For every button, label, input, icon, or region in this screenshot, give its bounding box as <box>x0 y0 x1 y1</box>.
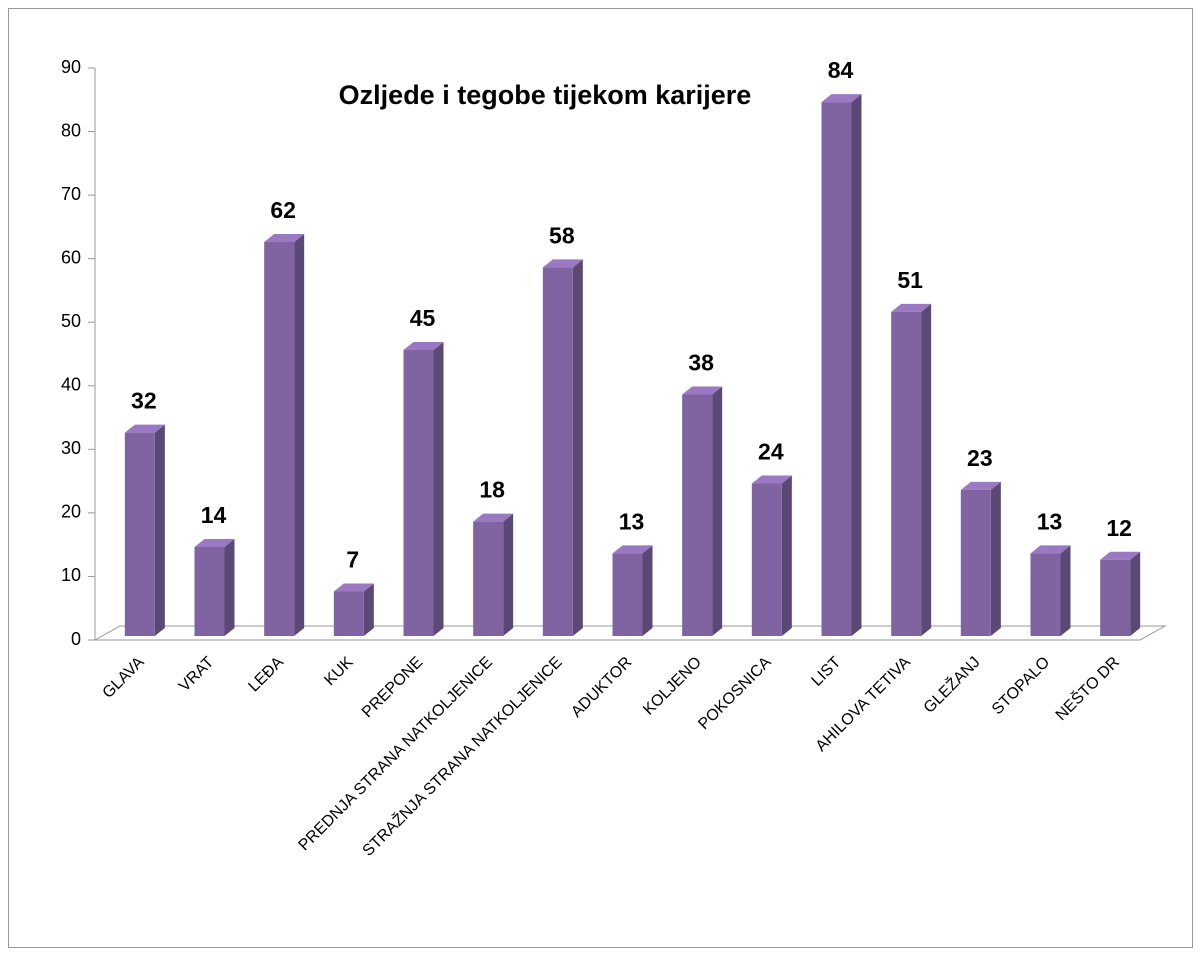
bar-top <box>1100 551 1141 560</box>
bar-front <box>264 241 295 636</box>
chart-title: Ozljede i tegobe tijekom karijere <box>339 80 752 110</box>
data-label: 38 <box>688 350 714 376</box>
bar <box>612 545 653 636</box>
bar-side <box>363 583 374 636</box>
y-tick-label: 40 <box>61 375 81 395</box>
bar-top <box>333 583 374 592</box>
data-label: 84 <box>828 57 854 83</box>
y-tick-label: 60 <box>61 247 81 267</box>
bar <box>960 481 1001 636</box>
bar-side <box>990 481 1001 636</box>
bar <box>1030 545 1071 636</box>
data-label: 7 <box>346 547 359 573</box>
floor <box>93 625 1167 641</box>
y-tick-label: 50 <box>61 311 81 331</box>
bar-top <box>682 386 723 395</box>
bar-top <box>473 513 514 522</box>
bar-front <box>1030 553 1061 636</box>
y-tick-label: 90 <box>61 57 81 77</box>
data-label: 58 <box>549 222 575 248</box>
data-label: 18 <box>479 477 505 503</box>
bar <box>542 259 583 636</box>
chart-frame <box>8 8 1193 948</box>
bar-top <box>751 475 792 484</box>
data-label: 23 <box>967 445 993 471</box>
y-tick-label: 10 <box>61 565 81 585</box>
bar-side <box>224 539 235 636</box>
data-label: 45 <box>410 305 436 331</box>
data-label: 13 <box>619 508 645 534</box>
data-label: 13 <box>1037 508 1063 534</box>
data-label: 12 <box>1106 515 1132 541</box>
bar-side <box>503 513 514 636</box>
bar-side <box>921 303 932 636</box>
data-label: 32 <box>131 388 157 414</box>
bar-side <box>1060 545 1071 636</box>
bar-front <box>821 102 852 637</box>
bar-top <box>891 303 932 312</box>
bar <box>333 583 374 636</box>
bar-top <box>264 233 305 242</box>
bar-front <box>682 394 713 636</box>
bar-top <box>960 481 1001 490</box>
bar-front <box>1100 559 1131 636</box>
bar <box>821 94 862 637</box>
bar-side <box>851 94 862 637</box>
bar-side <box>433 342 444 636</box>
data-label: 24 <box>758 439 784 465</box>
bar <box>682 386 723 636</box>
bar <box>891 303 932 636</box>
bar-front <box>751 483 782 636</box>
bar-front <box>473 521 504 636</box>
bar <box>1100 551 1141 636</box>
data-label: 14 <box>201 502 227 528</box>
bar <box>264 233 305 636</box>
bar-side <box>781 475 792 636</box>
data-label: 62 <box>270 197 296 223</box>
y-tick-label: 20 <box>61 502 81 522</box>
bar-side <box>154 424 165 636</box>
bar <box>124 424 165 636</box>
bar-front <box>891 311 922 636</box>
bar <box>473 513 514 636</box>
bar-top <box>194 539 235 548</box>
bar-side <box>642 545 653 636</box>
bar-top <box>124 424 165 433</box>
data-label: 51 <box>897 267 923 293</box>
y-tick-label: 70 <box>61 184 81 204</box>
bar-side <box>294 233 305 636</box>
bar-side <box>712 386 723 636</box>
bar-top <box>1030 545 1071 554</box>
bar-front <box>333 591 364 636</box>
bar-top <box>612 545 653 554</box>
bar <box>194 539 235 636</box>
bar-top <box>821 94 862 103</box>
bar-front <box>542 267 573 636</box>
bar-front <box>194 547 225 636</box>
bar-top <box>403 342 444 350</box>
bar-front <box>960 489 991 636</box>
y-tick-label: 0 <box>71 629 81 649</box>
bar-top <box>542 259 583 268</box>
bar-side <box>572 259 583 636</box>
bar-front <box>124 432 155 636</box>
y-tick-label: 80 <box>61 120 81 140</box>
bar <box>403 342 444 636</box>
bar-front <box>612 553 643 636</box>
bar-front <box>403 350 434 636</box>
bar <box>751 475 792 636</box>
bar-side <box>1130 551 1141 636</box>
y-tick-label: 30 <box>61 438 81 458</box>
